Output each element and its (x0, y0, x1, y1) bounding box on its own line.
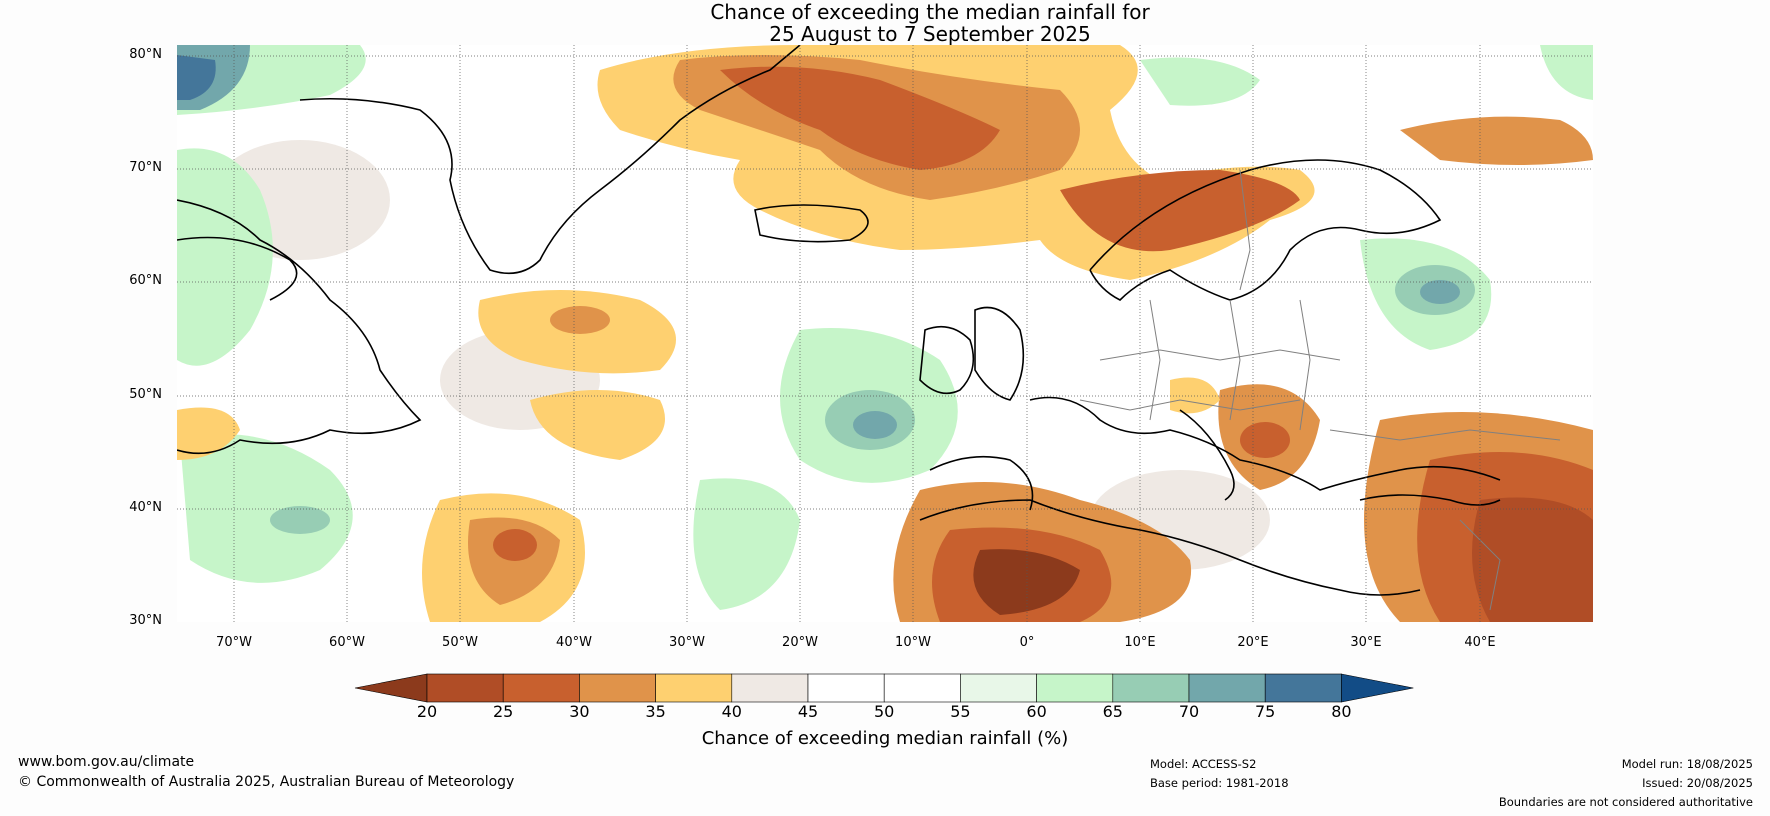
black-sea-coastline (1359, 494, 1501, 506)
iceland-coastline (754, 204, 869, 243)
lon-label-30w: 30°W (669, 635, 705, 650)
dry-region-barents (1400, 116, 1593, 165)
colorbar-segment (426, 673, 504, 703)
lon-label-40e: 40°E (1464, 635, 1496, 650)
colorbar-label: Chance of exceeding median rainfall (%) (701, 728, 1069, 749)
iberia-coastline (929, 455, 1034, 511)
dry-core (720, 66, 1000, 170)
wet-core (1420, 280, 1460, 304)
britain-coastline (974, 306, 1025, 401)
map-title-line-2: 25 August to 7 September 2025 (769, 22, 1091, 46)
dry-region-us-east (177, 407, 240, 460)
website-link[interactable]: www.bom.gov.au/climate (18, 754, 195, 770)
dry-core (1240, 422, 1290, 458)
lon-label-60w: 60°W (329, 635, 365, 650)
hudson-bay-coastline (177, 236, 298, 301)
wet-region-azores (693, 478, 800, 610)
ireland-coastline (919, 325, 975, 395)
north-america-coastline (177, 199, 422, 455)
dry-core (493, 529, 537, 561)
lat-label-40n: 40°N (129, 500, 162, 515)
map-field (177, 45, 1593, 622)
wet-region-svalbard (1140, 57, 1260, 106)
north-africa-coastline (919, 499, 1421, 596)
colorbar (354, 673, 1414, 703)
colorbar-tick-label: 40 (721, 702, 742, 721)
model-run-text: Model run: 18/08/2025 (1621, 757, 1753, 771)
lat-label-70n: 70°N (129, 160, 162, 175)
lon-label-0: 0° (1019, 635, 1035, 650)
colorbar-segment (655, 673, 733, 703)
lon-label-30e: 30°E (1350, 635, 1382, 650)
lat-label-30n: 30°N (129, 613, 162, 628)
colorbar-segment (579, 673, 656, 703)
colorbar-segment (1112, 673, 1190, 703)
map-title-line-1: Chance of exceeding the median rainfall … (710, 0, 1150, 24)
lat-label-80n: 80°N (129, 47, 162, 62)
base-period-text: Base period: 1981-2018 (1150, 776, 1289, 790)
lon-label-20e: 20°E (1237, 635, 1269, 650)
wet-core (177, 55, 216, 100)
lon-label-70w: 70°W (216, 635, 252, 650)
lat-label-50n: 50°N (129, 387, 162, 402)
coastlines (177, 45, 1501, 596)
wet-region-arctic-east (1540, 45, 1593, 100)
colorbar-segment (883, 673, 961, 703)
south-europe-coastline (1029, 396, 1501, 491)
colorbar-tick-label: 60 (1026, 702, 1047, 721)
colorbar-segment (807, 673, 885, 703)
colorbar-segment (1188, 673, 1266, 703)
colorbar-tick-label: 50 (874, 702, 895, 721)
colorbar-arrow-low (354, 673, 428, 703)
disclaimer-text: Boundaries are not considered authoritat… (1498, 795, 1753, 809)
dry-core (468, 517, 560, 605)
issued-text: Issued: 20/08/2025 (1642, 776, 1753, 790)
colorbar-tick-label: 35 (645, 702, 666, 721)
colorbar-tick-label: 45 (797, 702, 819, 721)
lon-label-10e: 10°E (1124, 635, 1156, 650)
greenland-coastline (299, 45, 801, 275)
lon-label-10w: 10°W (895, 635, 931, 650)
wet-region-labrador (177, 148, 273, 366)
colorbar-segment (502, 673, 580, 703)
colorbar-segment (1036, 673, 1114, 703)
colorbar-tick-label: 30 (569, 702, 590, 721)
lat-label-60n: 60°N (129, 273, 162, 288)
colorbar-segment (960, 673, 1037, 703)
scandinavia-coastline (1089, 159, 1442, 301)
italy-coastline (1179, 409, 1235, 501)
dry-core (550, 306, 610, 334)
wet-region-west-atlantic (180, 434, 353, 583)
colorbar-tick-label: 70 (1178, 702, 1200, 721)
dry-core-norway (1060, 170, 1300, 252)
country-boundaries (1079, 169, 1561, 611)
lon-label-20w: 20°W (782, 635, 818, 650)
graticule (177, 45, 1593, 622)
lon-label-50w: 50°W (442, 635, 478, 650)
wet-core (270, 506, 330, 534)
lon-label-40w: 40°W (556, 635, 592, 650)
dry-core (1472, 497, 1593, 622)
colorbar-tick-label: 20 (416, 702, 438, 721)
dry-region-central-atlantic (530, 390, 665, 460)
wet-core (853, 411, 897, 439)
colorbar-tick-label: 65 (1102, 702, 1123, 721)
colorbar-segment (1264, 673, 1342, 703)
colorbar-segment (731, 673, 809, 703)
model-text: Model: ACCESS-S2 (1150, 757, 1257, 771)
colorbar-tick-label: 25 (493, 702, 514, 721)
colorbar-arrow-high (1341, 673, 1414, 703)
colorbar-tick-label: 55 (950, 702, 971, 721)
colorbar-tick-label: 80 (1331, 702, 1352, 721)
colorbar-tick-label: 75 (1255, 702, 1276, 721)
copyright-text: © Commonwealth of Australia 2025, Austra… (18, 774, 515, 790)
